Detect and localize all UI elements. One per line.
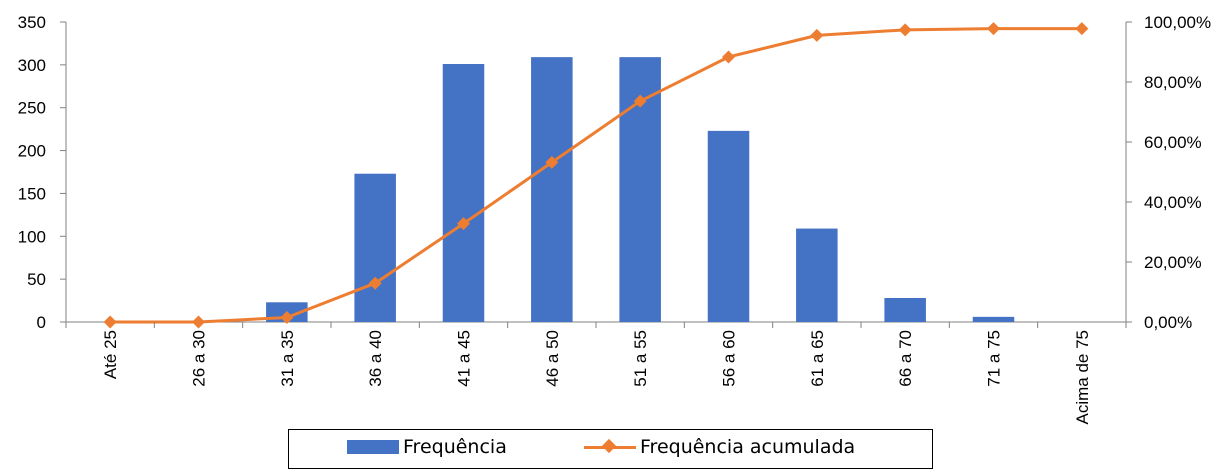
legend-item-line: Frequência acumulada bbox=[584, 436, 855, 458]
right-tick-label: 0,00% bbox=[1144, 313, 1192, 332]
category-axis-labels: Até 25 26 a 30 31 a 35 36 a 40 41 a 45 46 a 5… bbox=[65, 322, 1127, 425]
left-tick-label: 150 bbox=[18, 184, 46, 203]
cumulative-point-marker bbox=[192, 315, 205, 329]
left-tick-label: 350 bbox=[18, 13, 46, 32]
category-label: 56 a 60 bbox=[720, 330, 739, 387]
cumulative-point-marker bbox=[987, 22, 1000, 36]
category-label: 51 a 55 bbox=[631, 330, 650, 387]
left-tick-label: 100 bbox=[18, 227, 46, 246]
legend-line-label: Frequência acumulada bbox=[640, 436, 856, 458]
right-tick-label: 80,00% bbox=[1144, 73, 1202, 92]
category-label: 71 a 75 bbox=[985, 330, 1004, 387]
category-label: 31 a 35 bbox=[278, 330, 297, 387]
left-tick-label: 250 bbox=[18, 99, 46, 118]
cumulative-point-marker bbox=[1075, 22, 1089, 36]
cumulative-point-marker bbox=[898, 23, 912, 37]
frequency-bars bbox=[266, 57, 1015, 323]
cumulative-point-marker bbox=[457, 217, 470, 231]
chart-legend: Frequência Frequência acumulada bbox=[288, 429, 933, 469]
frequency-bar bbox=[884, 298, 926, 322]
left-tick-label: 300 bbox=[18, 56, 46, 75]
right-tick-label: 40,00% bbox=[1144, 193, 1202, 212]
frequency-bar bbox=[442, 64, 485, 322]
frequency-bar bbox=[354, 173, 396, 322]
left-tick-label: 50 bbox=[27, 270, 46, 289]
cumulative-line-path bbox=[110, 27, 1082, 324]
cumulative-point-marker bbox=[103, 315, 117, 329]
cumulative-point-marker bbox=[545, 155, 559, 169]
line-swatch-icon bbox=[584, 438, 636, 454]
left-tick-label: 200 bbox=[18, 142, 46, 161]
cumulative-point-marker bbox=[810, 28, 824, 42]
right-tick-label: 60,00% bbox=[1144, 133, 1202, 152]
category-label: 61 a 65 bbox=[808, 330, 827, 387]
left-tick-label: 0 bbox=[37, 313, 46, 332]
cumulative-line bbox=[103, 22, 1089, 329]
category-label: 26 a 30 bbox=[190, 330, 209, 387]
bar-swatch-icon bbox=[347, 440, 399, 454]
right-tick-label: 20,00% bbox=[1144, 253, 1202, 272]
category-label: 36 a 40 bbox=[366, 330, 385, 387]
cumulative-point-marker bbox=[633, 94, 647, 108]
legend-bar-label: Frequência bbox=[403, 436, 507, 458]
right-axis-ticks: 0,00% 20,00% 40,00% 60,00% 80,00% 100,00% bbox=[1126, 13, 1211, 332]
cumulative-point-marker bbox=[722, 50, 735, 64]
frequency-bar bbox=[707, 130, 750, 322]
left-axis-ticks: 0 50 100 150 200 250 300 350 bbox=[18, 13, 66, 332]
cumulative-point-marker bbox=[280, 310, 294, 324]
category-label: Acima de 75 bbox=[1073, 330, 1092, 425]
category-label: Até 25 bbox=[101, 330, 120, 379]
category-label: 66 a 70 bbox=[896, 330, 915, 387]
chart-axes bbox=[65, 22, 1127, 323]
frequency-bar bbox=[972, 316, 1015, 322]
frequency-bar bbox=[796, 228, 838, 322]
frequency-bar bbox=[531, 57, 573, 323]
legend-item-bar: Frequência bbox=[347, 436, 507, 458]
category-label: 41 a 45 bbox=[455, 330, 474, 387]
cumulative-point-marker bbox=[368, 276, 382, 290]
right-tick-label: 100,00% bbox=[1144, 13, 1211, 32]
category-label: 46 a 50 bbox=[543, 330, 562, 387]
